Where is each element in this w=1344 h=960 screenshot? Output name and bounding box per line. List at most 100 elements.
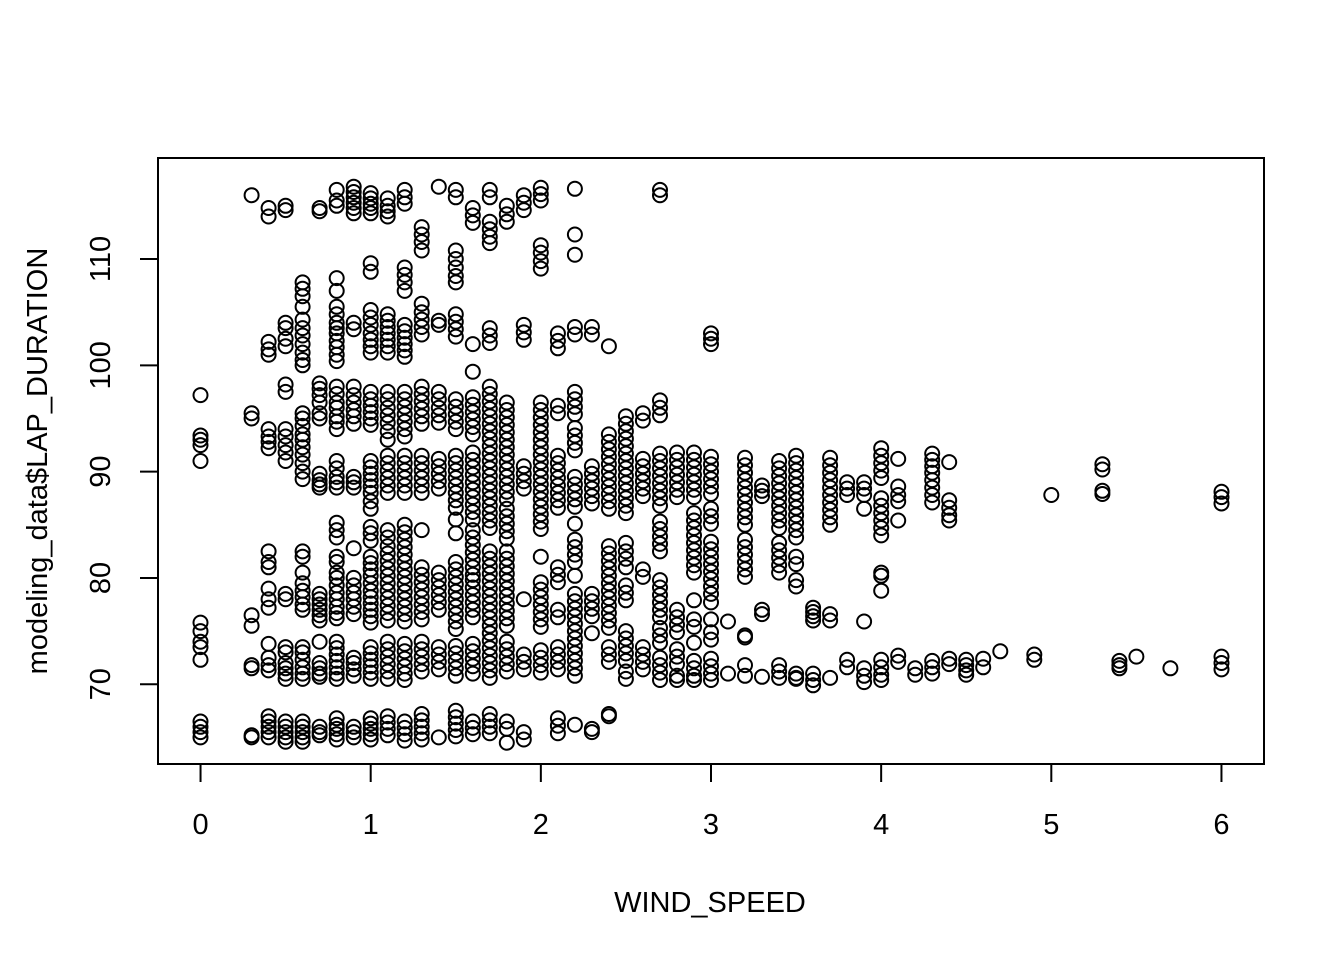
data-point [532,618,549,635]
data-point [396,428,413,445]
data-point [328,633,345,650]
data-point [362,404,379,421]
x-axis-title: WIND_SPEED [614,887,806,919]
data-point [362,263,379,280]
data-point [294,659,311,676]
data-point [413,484,430,501]
data-point [345,205,362,222]
data-point [192,387,209,404]
data-point [192,633,209,650]
data-point [362,453,379,469]
data-point [788,556,805,573]
data-point [447,413,464,430]
data-point [192,713,209,730]
data-point [669,656,685,673]
data-point [277,655,294,671]
data-point [396,732,413,749]
data-point [924,487,941,503]
data-point [379,605,396,621]
data-point [583,608,600,625]
data-point [328,554,345,570]
data-point [294,713,311,730]
data-point [192,437,209,454]
data-point [430,480,447,497]
data-point [788,572,805,589]
data-point [294,639,311,656]
data-point [294,439,311,456]
data-point [481,228,498,245]
data-point [192,453,209,469]
data-point [481,725,498,742]
data-point [260,433,277,450]
data-point [192,718,209,735]
data-point [328,529,345,546]
data-point [549,492,566,509]
data-point [379,306,396,323]
data-point [328,652,345,669]
data-point [686,592,702,609]
x-tick-label: 4 [873,809,889,841]
data-point [737,657,753,674]
data-point [498,197,515,214]
data-point [260,341,277,358]
data-point [362,664,379,681]
data-point [669,489,685,506]
data-point [873,462,890,479]
data-point [788,529,805,546]
y-axis: 70 80 90 100 110 [85,236,159,700]
data-point [277,644,294,661]
data-point [362,338,379,355]
data-point [379,383,396,400]
data-point [447,181,464,198]
data-point [617,534,634,551]
data-point [617,663,634,680]
data-point [328,710,345,727]
data-point [362,525,379,542]
data-point [566,398,583,415]
data-point [294,455,311,472]
data-point [362,416,379,433]
data-point [413,522,430,539]
data-point [362,555,379,572]
data-point [345,667,362,684]
data-point [277,314,294,331]
data-point [617,505,634,522]
data-point [1213,648,1230,665]
data-point [379,338,396,355]
data-point [703,631,719,648]
data-point [345,661,362,678]
data-point [549,609,566,626]
data-point [379,391,396,408]
data-point [754,482,770,499]
data-point [362,645,379,662]
data-point [430,178,447,195]
x-axis: 0 1 2 3 4 5 6 [192,763,1230,841]
data-point [294,336,311,353]
data-point [243,607,260,624]
data-point [686,557,702,574]
data-point [805,604,822,620]
data-point [703,624,719,641]
data-point [532,521,549,537]
data-point [345,724,362,741]
data-point [464,601,481,618]
data-point [856,674,873,691]
data-point [549,566,566,583]
y-tick-label: 80 [85,562,117,594]
data-point [617,670,634,687]
data-point [447,321,464,338]
data-point [771,657,788,674]
data-point [430,601,447,618]
data-point [362,410,379,427]
data-point [379,670,396,687]
data-point [788,665,805,682]
data-point [822,669,839,686]
data-point [396,719,413,736]
data-point [600,653,617,670]
data-point [1043,487,1060,503]
data-point [600,619,617,636]
data-point [328,453,345,469]
data-point [617,497,634,514]
data-point [822,612,839,629]
data-point [924,659,941,676]
